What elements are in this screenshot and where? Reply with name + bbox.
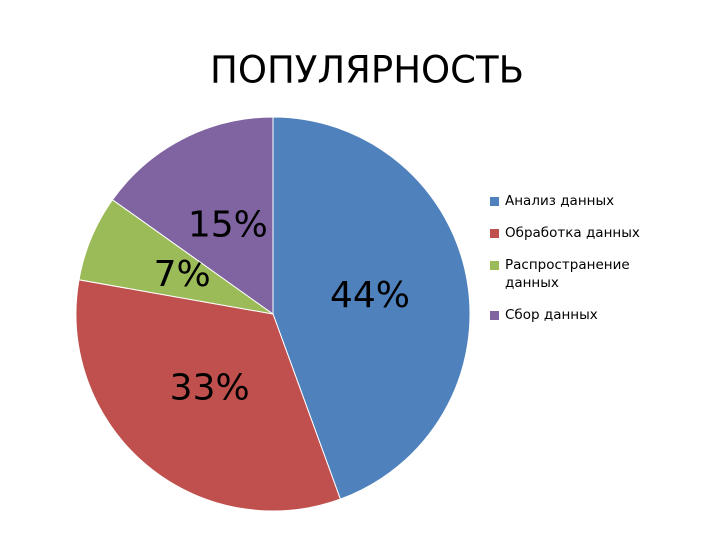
data-label: 44%	[330, 275, 410, 316]
pie-slice	[75, 279, 342, 512]
legend-swatch	[490, 261, 499, 270]
legend-label: Обработка данных	[505, 225, 640, 241]
legend-swatch	[490, 197, 499, 206]
data-label: 15%	[188, 204, 268, 245]
chart-title: ПОПУЛЯРНОСТЬ	[210, 49, 524, 92]
legend-label: Анализ данных	[505, 193, 615, 209]
legend-label: Сбор данных	[505, 307, 598, 323]
legend-item: Анализ данных	[490, 192, 650, 210]
legend-item: Распространение данных	[490, 256, 650, 292]
legend-label: Распространение данных	[505, 257, 630, 291]
legend-item: Обработка данных	[490, 224, 650, 242]
legend: Анализ данных Обработка данных Распростран…	[490, 192, 650, 338]
pie-slice	[272, 116, 471, 500]
data-label: 33%	[170, 367, 250, 408]
legend-swatch	[490, 311, 499, 320]
legend-swatch	[490, 229, 499, 238]
pie-slice	[111, 116, 274, 315]
legend-item: Сбор данных	[490, 306, 650, 324]
